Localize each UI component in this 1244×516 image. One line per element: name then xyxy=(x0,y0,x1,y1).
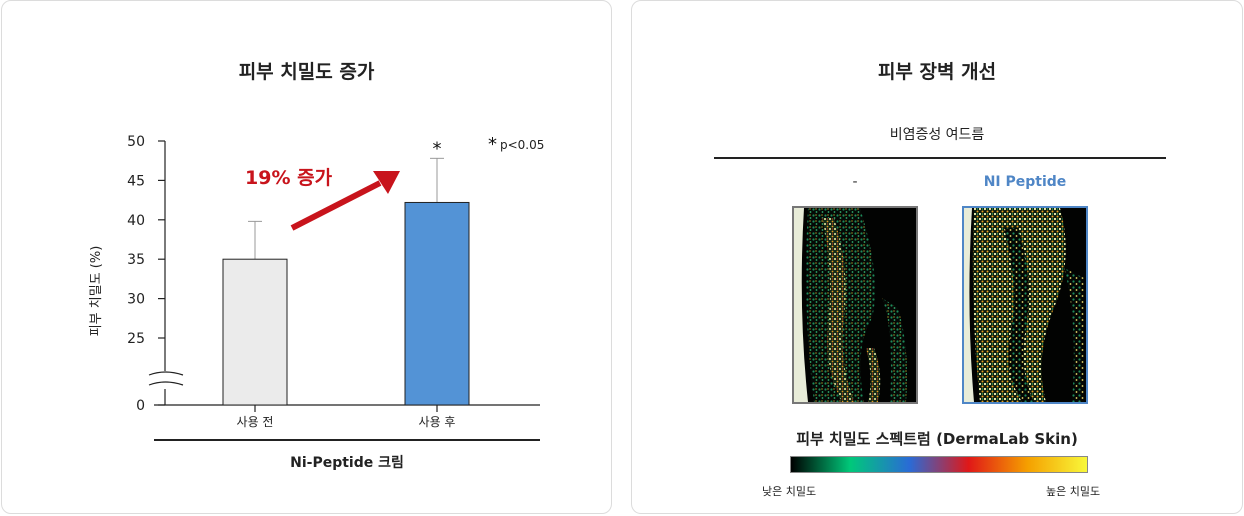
x-tick-label: 사용 전 xyxy=(237,415,274,429)
significance-note-marker: * xyxy=(488,134,497,155)
bar xyxy=(404,201,470,406)
ultrasound-image-control xyxy=(792,206,918,404)
increase-arrow xyxy=(290,180,382,231)
barrier-panel: 피부 장벽 개선 비염증성 여드름 - NI Peptide xyxy=(631,0,1243,514)
y-tick-label: 40 xyxy=(127,213,145,229)
y-tick-label: 50 xyxy=(127,134,145,150)
significance-note: p<0.05 xyxy=(500,138,544,152)
group-header: 비염증성 여드름 xyxy=(889,127,985,143)
bar xyxy=(222,258,288,406)
panel-title: 피부 장벽 개선 xyxy=(877,61,997,83)
x-tick-label: 사용 후 xyxy=(419,415,456,429)
y-tick-label: 25 xyxy=(127,331,145,347)
axis-break-mark xyxy=(148,381,184,386)
significance-asterisk: * xyxy=(433,138,442,159)
column-label-control: - xyxy=(852,174,858,190)
y-axis-label: 피부 치밀도 (%) xyxy=(89,246,104,337)
ultrasound-image-ni-peptide xyxy=(962,206,1088,404)
spectrum-low-label: 낮은 치밀도 xyxy=(762,485,817,498)
spectrum-high-label: 높은 치밀도 xyxy=(1046,485,1101,498)
footer-label: Ni-Peptide 크림 xyxy=(290,455,404,471)
y-tick-label: 0 xyxy=(136,398,145,414)
axis-break-mark xyxy=(148,371,184,376)
group-header-rule xyxy=(714,157,1166,159)
panel-title: 피부 치밀도 증가 xyxy=(238,61,375,83)
spectrum-color-bar xyxy=(790,456,1088,473)
y-tick-label: 45 xyxy=(127,173,145,189)
increase-label: 19% 증가 xyxy=(245,167,333,189)
density-chart-panel: 피부 치밀도 증가 0 25 30 35 40 45 50 피부 치밀도 (%) 사용 전 사용 … xyxy=(1,0,612,514)
y-tick-label: 35 xyxy=(127,252,145,268)
spectrum-title: 피부 치밀도 스펙트럼 (DermaLab Skin) xyxy=(796,430,1078,448)
column-label-ni-peptide: NI Peptide xyxy=(983,174,1067,190)
increase-arrow-head xyxy=(373,171,400,194)
y-tick-label: 30 xyxy=(127,292,145,308)
